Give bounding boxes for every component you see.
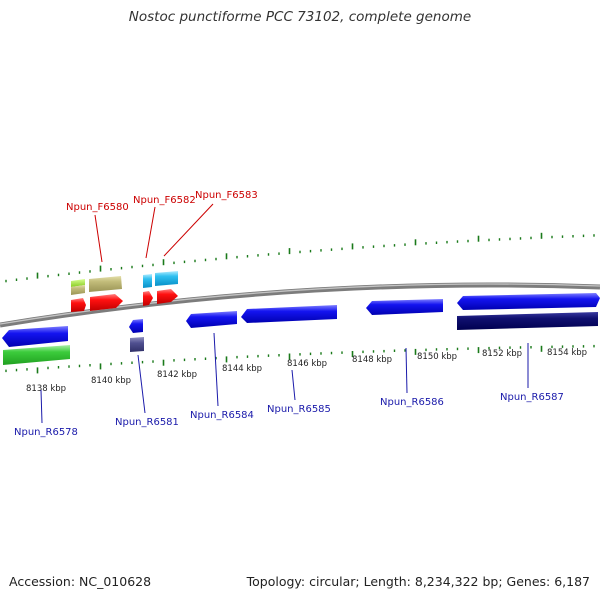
feature-lime[interactable] bbox=[71, 279, 85, 287]
label-npun-r6584: Npun_R6584 bbox=[190, 410, 254, 421]
leader-npun-r6584 bbox=[213, 332, 219, 407]
feature-cyan[interactable] bbox=[155, 271, 178, 286]
scale-label-8138: 8138 kbp bbox=[26, 384, 66, 394]
feature-npun-r6581[interactable] bbox=[129, 319, 143, 333]
feature-khaki-small[interactable] bbox=[71, 285, 85, 295]
label-npun-r6581: Npun_R6581 bbox=[115, 417, 179, 428]
label-npun-r6587: Npun_R6587 bbox=[500, 392, 564, 403]
feature-navy[interactable] bbox=[457, 312, 598, 330]
feature-red-small[interactable] bbox=[71, 298, 86, 312]
feature-red-npun-f6583[interactable] bbox=[157, 289, 178, 304]
leader-npun-f6580 bbox=[94, 214, 103, 263]
label-npun-r6586: Npun_R6586 bbox=[380, 397, 444, 408]
scale-label-8150: 8150 kbp bbox=[417, 352, 457, 362]
forward-gene-labels: Npun_F6580 Npun_F6582 Npun_F6583 bbox=[66, 190, 258, 263]
leader-npun-f6583 bbox=[163, 203, 214, 257]
leader-npun-r6586 bbox=[405, 347, 408, 394]
leader-npun-r6578 bbox=[40, 389, 43, 424]
outer-tick-marks bbox=[5, 232, 595, 283]
reverse-features bbox=[2, 293, 600, 365]
feature-npun-r6586[interactable] bbox=[366, 299, 443, 315]
label-npun-r6578: Npun_R6578 bbox=[14, 427, 78, 438]
scale-label-8142: 8142 kbp bbox=[157, 370, 197, 380]
leader-npun-r6585 bbox=[291, 369, 296, 401]
topology-text: Topology: circular; Length: 8,234,322 bp… bbox=[246, 574, 590, 589]
leader-npun-r6581 bbox=[137, 354, 146, 414]
scale-label-8140: 8140 kbp bbox=[91, 376, 131, 386]
feature-cyan-small[interactable] bbox=[143, 274, 152, 288]
scale-label-8148: 8148 kbp bbox=[352, 355, 392, 365]
feature-slate[interactable] bbox=[130, 337, 144, 352]
scale-labels: 8138 kbp 8140 kbp 8142 kbp 8144 kbp 8146… bbox=[26, 348, 587, 394]
forward-features bbox=[71, 271, 178, 312]
scale-label-8154: 8154 kbp bbox=[547, 348, 587, 358]
feature-red-npun-f6580[interactable] bbox=[90, 294, 123, 311]
scale-label-8146: 8146 kbp bbox=[287, 359, 327, 369]
feature-npun-r6578[interactable] bbox=[2, 326, 68, 347]
feature-green[interactable] bbox=[3, 345, 70, 365]
feature-red-npun-f6582[interactable] bbox=[143, 291, 153, 306]
accession-text: Accession: NC_010628 bbox=[9, 574, 152, 589]
feature-npun-r6584[interactable] bbox=[186, 311, 237, 328]
feature-npun-r6587[interactable] bbox=[457, 293, 600, 310]
scale-label-8152: 8152 kbp bbox=[482, 349, 522, 359]
genome-backbone bbox=[0, 282, 600, 328]
label-npun-f6582: Npun_F6582 bbox=[133, 195, 196, 206]
feature-khaki[interactable] bbox=[89, 276, 122, 292]
leader-npun-f6582 bbox=[145, 206, 156, 259]
label-npun-f6583: Npun_F6583 bbox=[195, 190, 258, 201]
label-npun-f6580: Npun_F6580 bbox=[66, 202, 129, 213]
label-npun-r6585: Npun_R6585 bbox=[267, 404, 331, 415]
genome-backbone-highlight bbox=[0, 283, 600, 325]
inner-tick-marks bbox=[5, 344, 595, 374]
reverse-gene-labels: Npun_R6578 Npun_R6581 Npun_R6584 Npun_R6… bbox=[14, 332, 564, 438]
genome-title: Nostoc punctiforme PCC 73102, complete g… bbox=[128, 9, 472, 25]
feature-npun-r6585[interactable] bbox=[241, 305, 337, 323]
scale-label-8144: 8144 kbp bbox=[222, 364, 262, 374]
